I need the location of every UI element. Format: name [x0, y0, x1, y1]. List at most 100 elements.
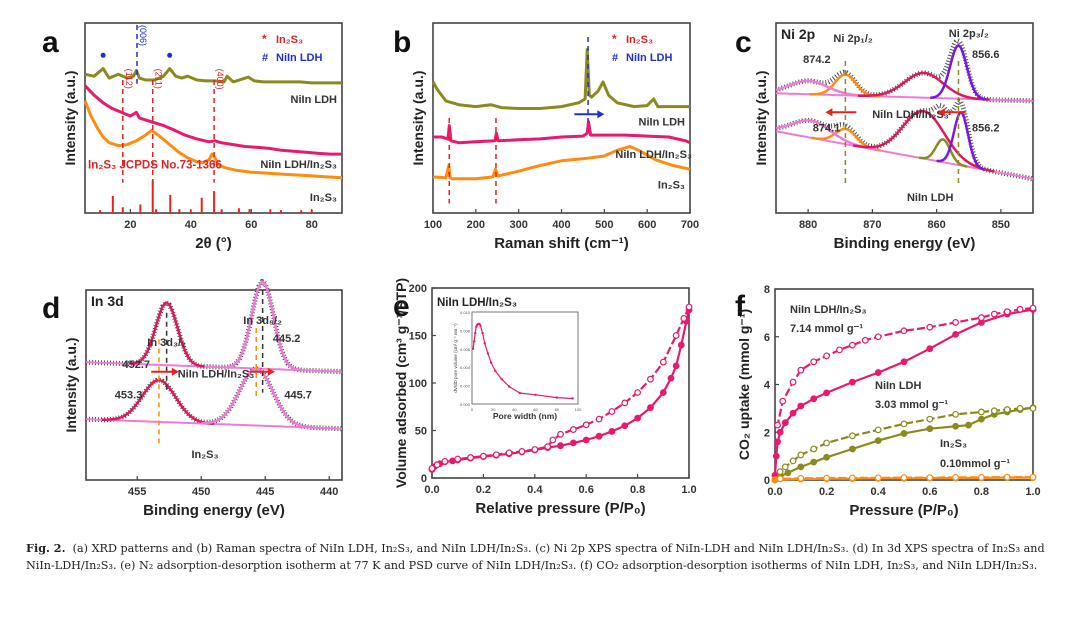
- y-tick-label: 8: [764, 284, 770, 296]
- data-point: [659, 358, 667, 366]
- legend-label: In₂S₃: [626, 34, 653, 46]
- data-point: [849, 432, 856, 440]
- data-point: [900, 358, 908, 366]
- data-point: [441, 457, 449, 465]
- x-tick-label: 20: [124, 219, 136, 231]
- data-point: [595, 415, 603, 423]
- inset-x-tick-label: 40: [512, 407, 517, 412]
- data-point: [1029, 304, 1037, 312]
- x-tick-label: 0.0: [424, 484, 439, 496]
- data-point: [518, 448, 526, 455]
- uptake-value: 3.03 mmol g⁻¹: [875, 399, 948, 411]
- data-point: [1029, 473, 1037, 481]
- x-tick-label: 200: [467, 219, 485, 231]
- plot-frame: [85, 289, 343, 481]
- x-tick-label: 0.4: [871, 486, 887, 498]
- x-tick-label: 0.6: [922, 486, 937, 498]
- x-tick-label: 450: [192, 486, 210, 498]
- data-point: [557, 430, 564, 438]
- data-point: [849, 378, 856, 386]
- data-point: [823, 439, 830, 447]
- y-tick-label: 6: [764, 332, 770, 344]
- x-tick-label: 445: [256, 486, 274, 498]
- panel-letter-b: b: [393, 26, 411, 59]
- y-axis-label: Intensity (a.u.): [62, 71, 78, 166]
- inset-x-tick-label: 20: [491, 407, 496, 412]
- peak-group-label: In 3d₃/₂: [147, 337, 186, 349]
- data-point: [900, 474, 908, 482]
- data-point: [647, 404, 654, 412]
- peak-value: 874.2: [803, 54, 831, 66]
- uptake-value: 0.10mmol g⁻¹: [940, 458, 1010, 470]
- x-axis-label: Pressure (P/P₀): [849, 502, 958, 519]
- peak-value: 856.2: [972, 122, 1000, 134]
- series-label: NiIn LDH/In₂S₃: [615, 149, 692, 161]
- inset-data-point: [494, 369, 497, 373]
- fit-peak: [130, 301, 205, 368]
- y-axis-label: CO₂ uptake (mmol g⁻¹): [736, 309, 752, 460]
- ldh-marker: [167, 52, 173, 58]
- inset-x-axis-label: Pore width (nm): [493, 411, 557, 421]
- data-point: [647, 375, 654, 383]
- panel-f: f 0.0 0.2 0.4 0.6 0.8 1.0 0 2 4 6 8 Pressure (P/P₀) C…: [735, 284, 1041, 519]
- data-point: [926, 345, 934, 353]
- data-point: [952, 473, 959, 481]
- peak-group-label: Ni 2p₁/₂: [833, 33, 872, 45]
- data-point: [810, 395, 818, 403]
- inset-x-tick-label: 80: [555, 407, 560, 412]
- data-point: [492, 451, 500, 459]
- data-point: [849, 474, 856, 482]
- data-point: [874, 333, 882, 341]
- series-line-0: [431, 48, 690, 110]
- miller-index-label: (400): [215, 69, 225, 90]
- legend-marker: #: [262, 52, 268, 64]
- data-point: [990, 310, 998, 318]
- series-line-1: [83, 84, 342, 156]
- inset-data-point: [555, 396, 558, 399]
- inset-data-point: [518, 391, 521, 395]
- x-tick-label: 80: [306, 219, 318, 231]
- jcpds-label: In₂S₃ JCPDS No.73-1366: [88, 159, 222, 171]
- panel-c: c 880 870 860 850 Binding energy (eV) Intensit…: [735, 22, 1034, 252]
- series-line-2: [432, 145, 691, 181]
- y-tick-label: 150: [409, 331, 427, 343]
- panel-letter-f: f: [735, 290, 746, 323]
- x-tick-label: 0.2: [476, 484, 491, 496]
- x-tick-label: 455: [128, 486, 146, 498]
- data-point: [926, 415, 934, 423]
- data-point: [433, 461, 441, 469]
- sample-label: NiIn LDH/In₂S₃: [437, 297, 517, 309]
- inset-x-tick-label: 0: [471, 407, 474, 412]
- y-tick-label: 50: [415, 426, 427, 438]
- data-point: [672, 362, 680, 370]
- panel-e: e0.0 0.2 0.4 0.6 0.8 1.0050100150200Relative …: [393, 278, 697, 517]
- data-point: [926, 425, 934, 433]
- y-tick-label: 0: [764, 475, 770, 487]
- data-point: [1003, 473, 1011, 481]
- data-point: [823, 352, 830, 360]
- y-tick-label: 100: [409, 378, 427, 390]
- data-point: [569, 439, 577, 447]
- panel-letter-a: a: [42, 26, 59, 59]
- series-label: NiIn LDH: [639, 117, 685, 129]
- series-line-2: [83, 100, 343, 180]
- sample-label: NiIn LDH: [875, 380, 921, 392]
- data-point: [544, 443, 552, 451]
- inset-y-axis-label: dV/dD pore volume (cm³ g⁻¹ nm⁻¹): [453, 323, 458, 393]
- data-point: [772, 452, 780, 460]
- x-axis-label: Binding energy (eV): [143, 502, 285, 519]
- series-line-1: [433, 120, 691, 145]
- data-point: [549, 436, 557, 444]
- inset-y-tick-label: 0.008: [460, 328, 471, 333]
- fit-peak: [852, 109, 995, 173]
- series-line-3: [779, 407, 1033, 473]
- peak-value: 856.6: [972, 49, 1000, 61]
- data-point: [634, 389, 641, 396]
- series-label: In₂S₃: [658, 179, 685, 191]
- data-point: [874, 369, 882, 376]
- inset-data-point: [507, 385, 511, 388]
- fit-peak: [775, 79, 875, 98]
- data-point: [659, 389, 667, 396]
- data-point: [978, 415, 985, 423]
